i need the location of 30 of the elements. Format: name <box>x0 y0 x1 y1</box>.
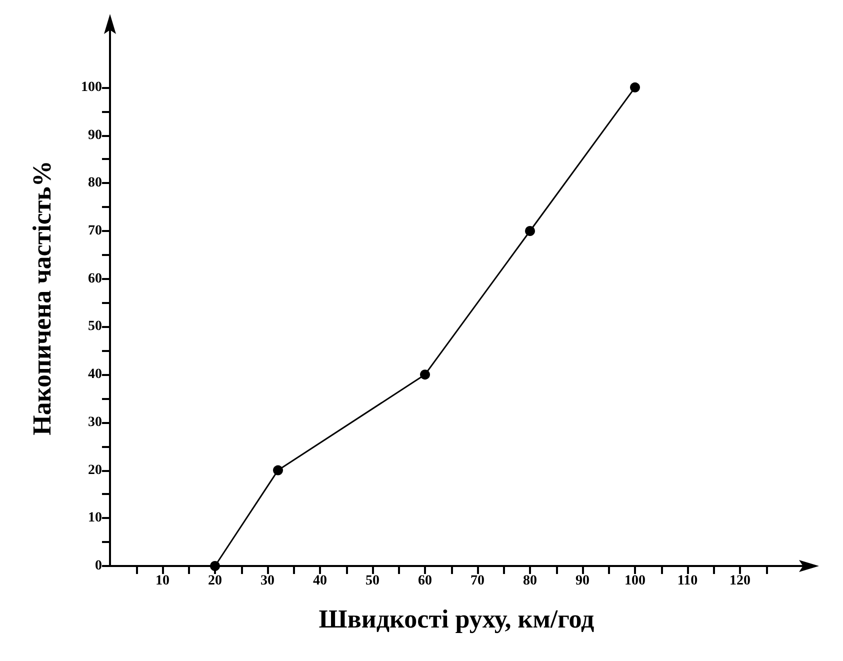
x-tick-label: 90 <box>576 574 590 588</box>
x-tick-label: 80 <box>523 574 537 588</box>
x-tick-label: 120 <box>730 574 750 588</box>
x-tick-label: 10 <box>156 574 170 588</box>
point <box>630 82 640 92</box>
y-tick-label: 30 <box>88 414 102 430</box>
y-tick-label: 40 <box>88 367 102 382</box>
x-tick-label: 70 <box>470 574 484 588</box>
x-axis-title: Швидкості руху, км/год <box>318 604 594 634</box>
y-tick-label: 60 <box>88 271 102 286</box>
point <box>420 370 430 380</box>
y-tick-label: 80 <box>88 176 102 191</box>
x-tick-label: 40 <box>313 574 327 588</box>
point <box>210 561 220 571</box>
y-tick-label: 50 <box>88 319 102 334</box>
x-tick-label: 100 <box>624 574 646 588</box>
y-tick-label: 70 <box>88 224 102 238</box>
x-tick-label: 30 <box>260 574 274 588</box>
x-tick-label: 60 <box>418 574 432 588</box>
y-tick-label: 0 <box>95 558 102 574</box>
point <box>525 226 535 236</box>
y-tick-label: 10 <box>88 510 102 526</box>
point <box>273 465 283 476</box>
x-tick-label: 20 <box>208 574 222 588</box>
x-tick-label: 50 <box>366 574 380 588</box>
y-axis-title: Накопичена частість% <box>28 160 56 436</box>
x-tick-label: 110 <box>677 574 698 588</box>
y-tick-label: 90 <box>88 128 102 143</box>
y-tick-label: 100 <box>81 80 102 95</box>
y-tick-label: 20 <box>88 462 102 478</box>
